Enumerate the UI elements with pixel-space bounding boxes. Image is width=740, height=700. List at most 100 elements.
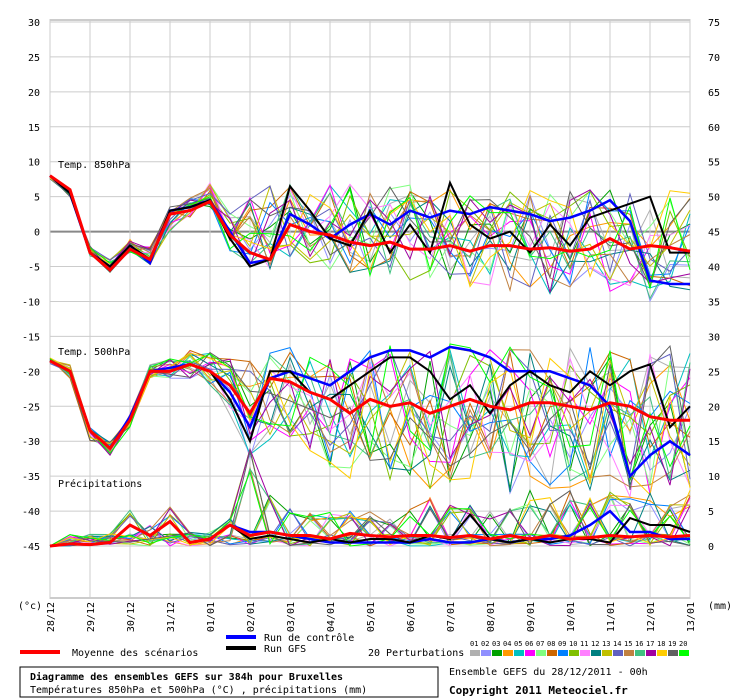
right-tick-label: 55 xyxy=(708,158,720,169)
left-tick-label: -35 xyxy=(22,472,40,483)
x-tick-label: 09/01 xyxy=(526,602,537,632)
perturbation-number: 16 xyxy=(635,640,643,648)
perturbation-number: 10 xyxy=(569,640,577,648)
chart-title: Diagramme des ensembles GEFS sur 384h po… xyxy=(30,671,343,683)
right-tick-label: 30 xyxy=(708,332,720,343)
right-tick-label: 65 xyxy=(708,88,720,99)
axes: 302520151050-5-10-15-20-25-30-35-40-4575… xyxy=(22,18,720,632)
right-tick-label: 70 xyxy=(708,53,720,64)
pert-line-t850 xyxy=(49,178,691,293)
perturbation-swatch xyxy=(668,650,678,656)
panel-label-precip: Précipitations xyxy=(58,478,142,490)
perturbation-number: 01 xyxy=(470,640,478,648)
perturbation-number: 09 xyxy=(558,640,566,648)
left-tick-label: -45 xyxy=(22,542,40,553)
x-tick-label: 07/01 xyxy=(446,602,457,632)
series-line xyxy=(49,519,691,548)
perturbation-number: 15 xyxy=(624,640,632,648)
right-tick-label: 40 xyxy=(708,263,720,274)
perturbation-swatch xyxy=(514,650,524,656)
x-tick-label: 31/12 xyxy=(166,602,177,632)
right-tick-label: 45 xyxy=(708,228,720,239)
perturbation-number: 03 xyxy=(492,640,500,648)
left-axis-unit: (°c) xyxy=(18,601,42,612)
perturbation-swatch xyxy=(569,650,579,656)
panel-label-t500: Temp. 500hPa xyxy=(58,347,130,358)
left-tick-label: 30 xyxy=(28,18,40,29)
x-tick-label: 06/01 xyxy=(406,602,417,632)
perturbation-number: 14 xyxy=(613,640,621,648)
x-tick-label: 28/12 xyxy=(46,602,57,632)
x-tick-label: 04/01 xyxy=(326,602,337,632)
left-tick-label: 25 xyxy=(28,53,40,64)
main-lines xyxy=(49,174,691,548)
right-tick-label: 75 xyxy=(708,18,720,29)
perturbation-number: 19 xyxy=(668,640,676,648)
perturbation-swatch xyxy=(503,650,513,656)
perturbation-number: 18 xyxy=(657,640,665,648)
perturbation-swatch xyxy=(646,650,656,656)
legend-perturbations-label: 20 Perturbations xyxy=(368,648,464,659)
left-tick-label: 10 xyxy=(28,158,40,169)
x-tick-label: 30/12 xyxy=(126,602,137,632)
perturbation-number: 08 xyxy=(547,640,555,648)
perturbation-swatch xyxy=(558,650,568,656)
panel-label-t850: Temp. 850hPa xyxy=(58,160,130,171)
perturbation-swatch xyxy=(492,650,502,656)
perturbation-swatch xyxy=(679,650,689,656)
pert-line-t500 xyxy=(49,354,691,489)
perturbation-swatch xyxy=(657,650,667,656)
perturbation-number: 17 xyxy=(646,640,654,648)
right-tick-label: 10 xyxy=(708,472,720,483)
left-tick-label: 0 xyxy=(34,228,40,239)
left-tick-label: -5 xyxy=(28,263,40,274)
perturbation-swatch xyxy=(481,650,491,656)
perturbation-number: 11 xyxy=(580,640,588,648)
pert-line-t500 xyxy=(49,346,691,488)
right-tick-label: 5 xyxy=(708,507,714,518)
x-tick-label: 01/01 xyxy=(206,602,217,632)
right-tick-label: 25 xyxy=(708,367,720,378)
pert-line-t850 xyxy=(49,175,691,288)
perturbation-swatch xyxy=(635,650,645,656)
x-tick-label: 13/01 xyxy=(686,602,697,632)
left-tick-label: -20 xyxy=(22,367,40,378)
right-tick-label: 0 xyxy=(708,542,714,553)
perturbation-number: 06 xyxy=(525,640,533,648)
pert-line-t500 xyxy=(49,347,691,466)
perturbation-number: 12 xyxy=(591,640,599,648)
x-tick-label: 29/12 xyxy=(86,602,97,632)
perturbation-swatch xyxy=(525,650,535,656)
x-tick-label: 02/01 xyxy=(246,602,257,632)
right-tick-label: 20 xyxy=(708,402,720,413)
left-tick-label: -10 xyxy=(22,297,40,308)
perturbation-swatch xyxy=(602,650,612,656)
left-tick-label: -15 xyxy=(22,332,40,343)
perturbation-legend: 01 02 03 04 05 06 07 08 09 10 11 12 13 14 15 16 17 18 19 20 xyxy=(470,640,689,656)
legend-control-label: Run de contrôle xyxy=(264,632,354,644)
series-line xyxy=(49,174,691,273)
left-tick-label: 20 xyxy=(28,88,40,99)
perturbation-number: 13 xyxy=(602,640,610,648)
x-tick-label: 08/01 xyxy=(486,602,497,632)
perturbation-number: 05 xyxy=(514,640,522,648)
x-tick-label: 03/01 xyxy=(286,602,297,632)
pert-line-t500 xyxy=(49,355,691,486)
pert-line-precip xyxy=(49,490,691,547)
right-tick-label: 60 xyxy=(708,123,720,134)
series-line xyxy=(49,359,690,451)
pert-line-t850 xyxy=(49,175,691,286)
pert-line-t500 xyxy=(49,349,691,486)
left-tick-label: -30 xyxy=(22,437,40,448)
perturbation-swatch xyxy=(591,650,601,656)
legend: Moyenne des scénarios Run de contrôle Ru… xyxy=(20,632,689,659)
perturbation-number: 07 xyxy=(536,640,544,648)
right-tick-label: 50 xyxy=(708,193,720,204)
pert-line-t500 xyxy=(49,343,691,479)
x-tick-label: 11/01 xyxy=(606,602,617,632)
pert-line-t500 xyxy=(49,356,691,489)
perturbation-swatch xyxy=(536,650,546,656)
perturbation-number: 02 xyxy=(481,640,489,648)
perturbation-swatch xyxy=(580,650,590,656)
left-tick-label: -40 xyxy=(22,507,40,518)
